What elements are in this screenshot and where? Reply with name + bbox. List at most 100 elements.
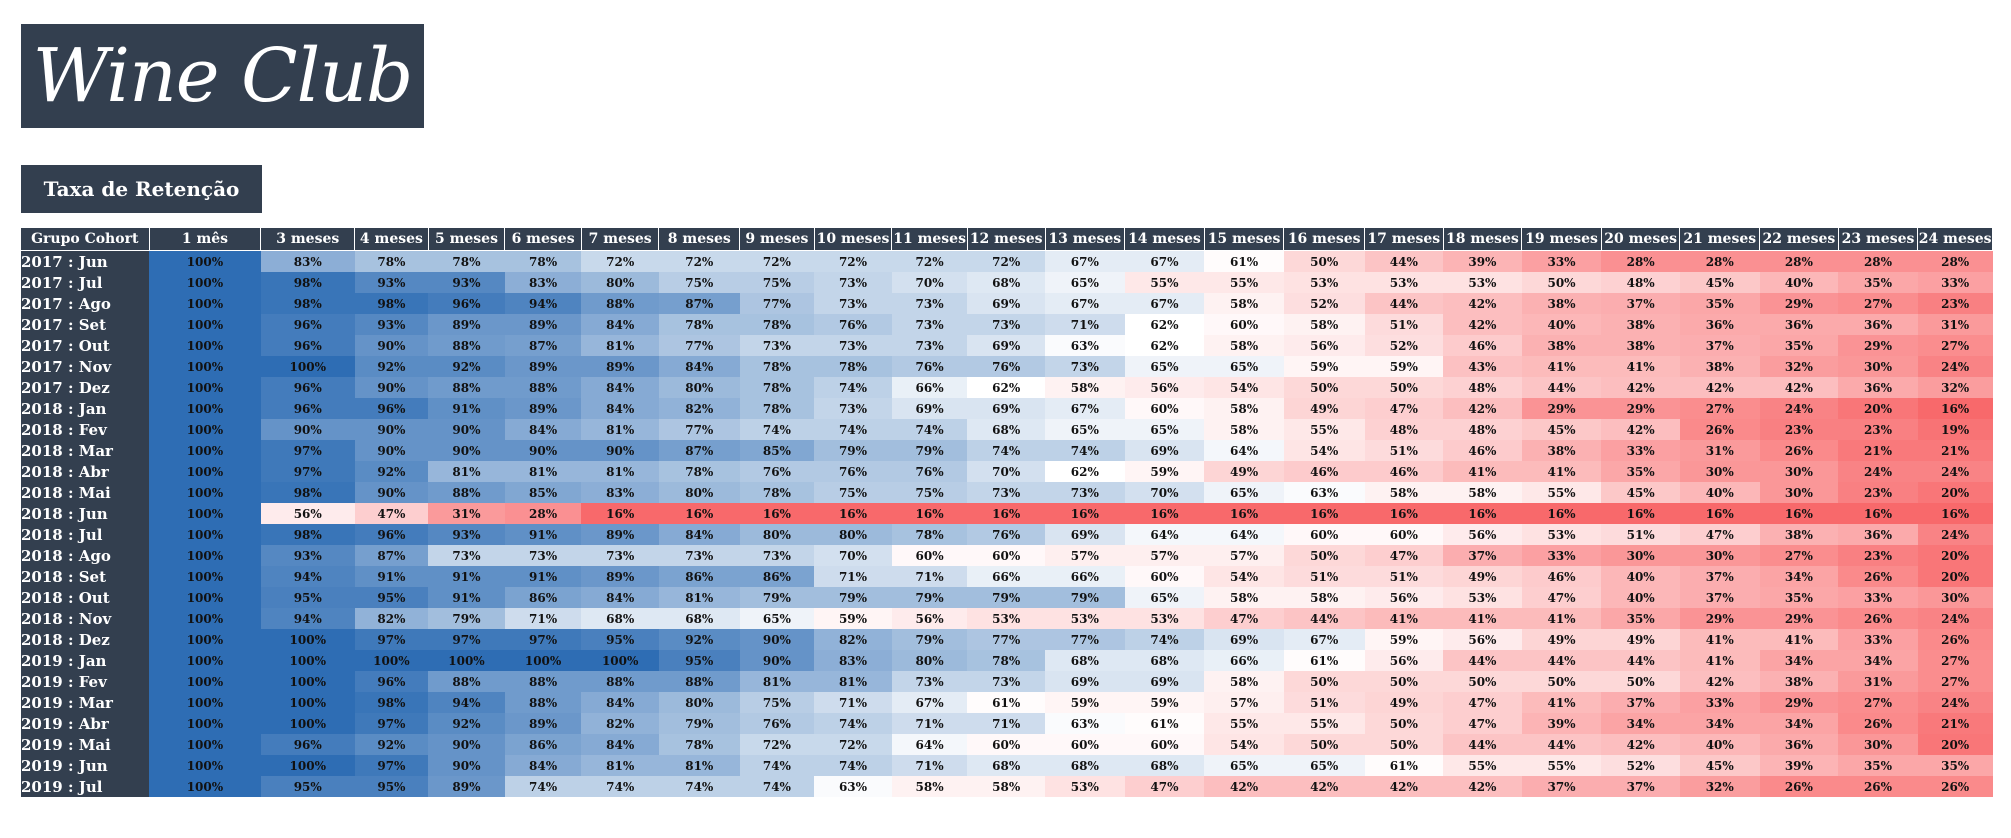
- retention-cell: 66%: [1045, 566, 1125, 587]
- retention-cell: 75%: [814, 482, 892, 503]
- retention-cell: 23%: [1917, 293, 1993, 314]
- table-row: 2018 : Abr 100% 97% 92% 81% 81% 81% 78% 76% 76% 76…: [21, 461, 1993, 482]
- retention-cell: 41%: [1521, 461, 1602, 482]
- retention-cell: 26%: [1838, 776, 1918, 797]
- table-row: 2019 : Jan 100% 100% 100% 100% 100% 100% 95% 90%…: [21, 650, 1993, 671]
- retention-cell: 84%: [504, 419, 582, 440]
- retention-cell: 81%: [581, 419, 659, 440]
- retention-cell: 36%: [1838, 524, 1918, 545]
- retention-cell: 29%: [1679, 608, 1760, 629]
- retention-cell: 72%: [891, 250, 968, 272]
- retention-cell: 66%: [967, 566, 1045, 587]
- retention-cell: 41%: [1364, 608, 1444, 629]
- retention-cell: 95%: [354, 776, 429, 797]
- retention-cell: 100%: [149, 293, 261, 314]
- retention-cell: 68%: [581, 608, 659, 629]
- retention-cell: 84%: [581, 398, 659, 419]
- retention-cell: 80%: [658, 482, 740, 503]
- retention-cell: 67%: [1045, 398, 1125, 419]
- retention-cell: 89%: [428, 776, 505, 797]
- retention-cell: 69%: [967, 293, 1045, 314]
- retention-cell: 61%: [1283, 650, 1365, 671]
- cohort-label: 2019 : Jan: [21, 650, 149, 671]
- cohort-label: 2019 : Mai: [21, 734, 149, 755]
- retention-cell: 49%: [1283, 398, 1365, 419]
- retention-cell: 86%: [504, 734, 582, 755]
- retention-cell: 27%: [1679, 398, 1760, 419]
- cohort-label: 2018 : Dez: [21, 629, 149, 650]
- retention-cell: 92%: [354, 734, 429, 755]
- table-row: 2019 : Abr 100% 100% 97% 92% 89% 82% 79% 76% 74% 7…: [21, 713, 1993, 734]
- retention-cell: 90%: [354, 377, 429, 398]
- retention-cell: 41%: [1443, 608, 1522, 629]
- retention-cell: 19%: [1917, 419, 1993, 440]
- header-period: 24 meses: [1917, 228, 1993, 251]
- retention-cell: 71%: [967, 713, 1045, 734]
- retention-cell: 84%: [504, 755, 582, 776]
- header-period: 19 meses: [1521, 228, 1602, 251]
- retention-cell: 81%: [658, 587, 740, 608]
- retention-cell: 52%: [1364, 335, 1444, 356]
- retention-cell: 47%: [354, 503, 429, 524]
- retention-cell: 93%: [428, 524, 505, 545]
- retention-cell: 97%: [504, 629, 582, 650]
- retention-cell: 26%: [1917, 629, 1993, 650]
- table-row: 2019 : Mar 100% 100% 98% 94% 88% 84% 80% 75% 71% 6…: [21, 692, 1993, 713]
- retention-cell: 96%: [260, 377, 355, 398]
- retention-cell: 33%: [1679, 692, 1760, 713]
- retention-cell: 16%: [1759, 503, 1839, 524]
- retention-cell: 16%: [814, 503, 892, 524]
- retention-cell: 34%: [1759, 566, 1839, 587]
- retention-cell: 87%: [354, 545, 429, 566]
- retention-cell: 44%: [1364, 250, 1444, 272]
- retention-cell: 73%: [891, 293, 968, 314]
- retention-cell: 26%: [1917, 776, 1993, 797]
- retention-cell: 79%: [814, 587, 892, 608]
- retention-cell: 43%: [1443, 356, 1522, 377]
- retention-cell: 92%: [428, 356, 505, 377]
- header-cohort: Grupo Cohort: [21, 228, 150, 251]
- retention-cell: 83%: [581, 482, 659, 503]
- retention-cell: 78%: [658, 314, 740, 335]
- table-row: 2019 : Jun 100% 100% 97% 90% 84% 81% 81% 74% 74% 7…: [21, 755, 1993, 776]
- retention-cell: 51%: [1283, 692, 1365, 713]
- table-row: 2019 : Jul 100% 95% 95% 89% 74% 74% 74% 74% 63% 58…: [21, 776, 1993, 797]
- table-row: 2017 : Out 100% 96% 90% 88% 87% 81% 77% 73% 73% 73…: [21, 335, 1993, 356]
- retention-cell: 74%: [967, 440, 1045, 461]
- header-period: 16 meses: [1283, 228, 1365, 251]
- retention-cell: 68%: [967, 419, 1045, 440]
- retention-cell: 86%: [504, 587, 582, 608]
- retention-cell: 50%: [1364, 377, 1444, 398]
- retention-cell: 70%: [1124, 482, 1205, 503]
- table-row: 2018 : Fev 100% 90% 90% 90% 84% 81% 77% 74% 74% 74…: [21, 419, 1993, 440]
- retention-cell: 71%: [891, 755, 968, 776]
- retention-cell: 55%: [1521, 482, 1602, 503]
- retention-cell: 46%: [1283, 461, 1365, 482]
- retention-cell: 78%: [739, 377, 815, 398]
- retention-cell: 30%: [1601, 545, 1680, 566]
- retention-cell: 58%: [1204, 398, 1284, 419]
- retention-cell: 65%: [1124, 356, 1205, 377]
- retention-cell: 100%: [149, 566, 261, 587]
- retention-cell: 59%: [1364, 356, 1444, 377]
- retention-cell: 30%: [1759, 461, 1839, 482]
- retention-cell: 26%: [1838, 608, 1918, 629]
- retention-cell: 77%: [1045, 629, 1125, 650]
- retention-cell: 59%: [1364, 629, 1444, 650]
- retention-cell: 100%: [260, 755, 355, 776]
- retention-cell: 75%: [658, 272, 740, 293]
- retention-cell: 68%: [1045, 650, 1125, 671]
- retention-cell: 90%: [354, 419, 429, 440]
- retention-cell: 67%: [1124, 250, 1205, 272]
- cohort-label: 2018 : Abr: [21, 461, 149, 482]
- retention-cell: 42%: [1283, 776, 1365, 797]
- retention-cell: 82%: [658, 398, 740, 419]
- cohort-label: 2017 : Set: [21, 314, 149, 335]
- retention-cell: 64%: [1204, 440, 1284, 461]
- retention-cell: 81%: [581, 755, 659, 776]
- retention-cell: 16%: [1679, 503, 1760, 524]
- retention-cell: 71%: [891, 713, 968, 734]
- retention-cell: 68%: [1045, 755, 1125, 776]
- table-row: 2017 : Jul 100% 98% 93% 93% 83% 80% 75% 75% 73% 70…: [21, 272, 1993, 293]
- retention-cell: 63%: [1045, 335, 1125, 356]
